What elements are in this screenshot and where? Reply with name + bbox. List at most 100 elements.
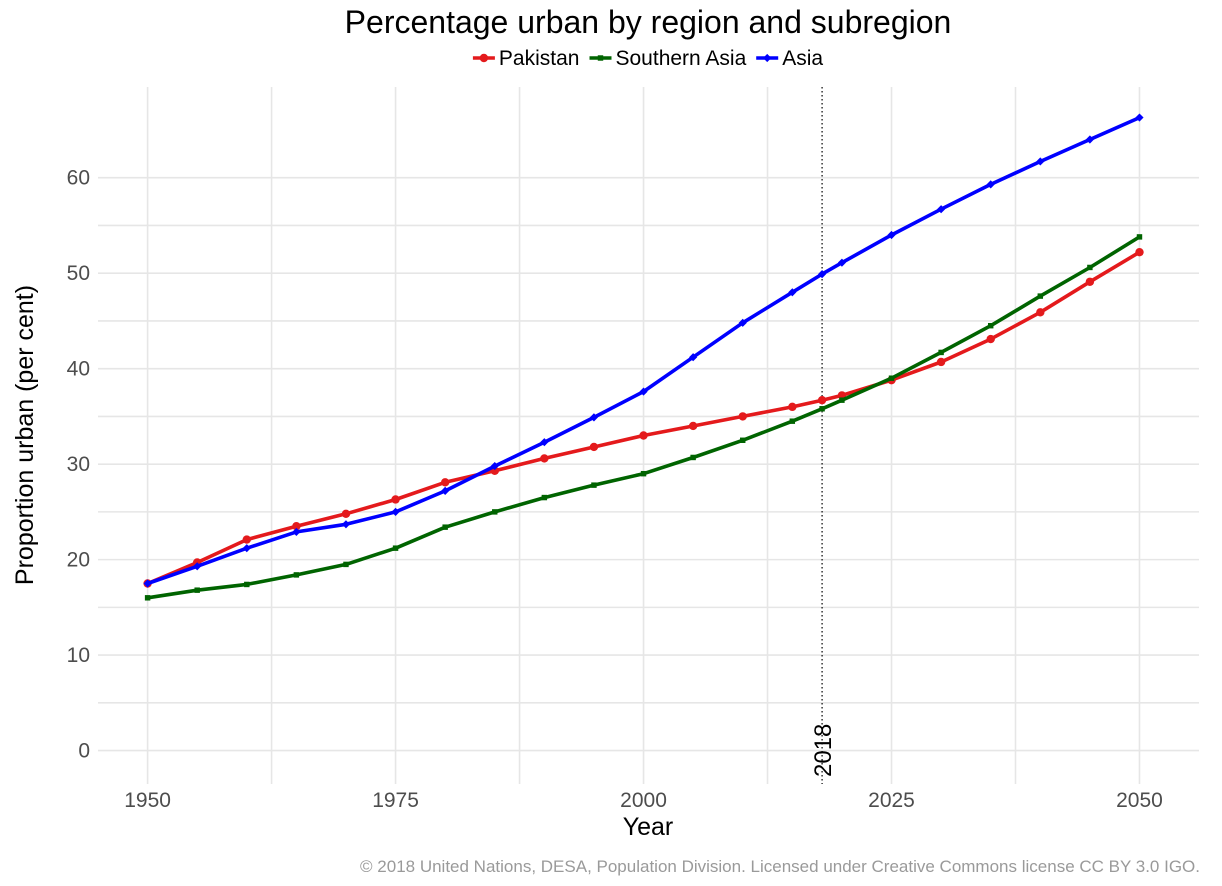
data-point-southern-asia — [492, 509, 498, 515]
series-line-asia — [145, 115, 1142, 586]
data-point-asia — [986, 180, 995, 189]
data-point-asia — [1135, 113, 1144, 122]
series-line-pakistan — [145, 250, 1142, 586]
data-point-pakistan — [1036, 308, 1045, 317]
data-point-pakistan — [986, 334, 995, 344]
legend-label: Asia — [782, 47, 823, 70]
series-line-southern-asia — [145, 235, 1142, 600]
plot-area: 2018 — [98, 87, 1199, 784]
data-point-asia — [341, 520, 351, 529]
data-point-southern-asia — [194, 587, 200, 593]
x-tick-label: 1975 — [372, 789, 419, 812]
legend-key-marker — [763, 53, 772, 63]
data-point-asia — [1085, 135, 1094, 144]
data-point-asia — [292, 527, 301, 537]
data-point-southern-asia — [640, 470, 647, 477]
data-point-asia — [589, 413, 599, 422]
data-point-pakistan — [1135, 247, 1144, 257]
data-point-pakistan — [788, 402, 797, 412]
data-point-asia — [242, 544, 251, 553]
series-asia — [143, 113, 1144, 588]
data-point-pakistan — [817, 395, 827, 405]
y-tick-label: 50 — [67, 262, 90, 285]
legend-label: Southern Asia — [616, 47, 747, 70]
y-axis-ticks: 0 10 20 30 40 50 60 — [67, 167, 90, 763]
legend: Pakistan Southern Asia Asia — [472, 47, 823, 70]
x-tick-label: 2025 — [868, 789, 915, 812]
data-point-asia — [837, 258, 846, 267]
data-point-southern-asia — [541, 494, 548, 501]
data-point-southern-asia — [987, 322, 994, 329]
y-tick-label: 20 — [67, 549, 90, 572]
data-point-pakistan — [1085, 277, 1095, 286]
data-point-southern-asia — [343, 561, 349, 568]
data-point-asia — [738, 318, 747, 327]
y-tick-label: 40 — [67, 358, 90, 381]
data-point-southern-asia — [144, 595, 151, 601]
data-point-pakistan — [589, 442, 599, 452]
legend-label: Pakistan — [499, 47, 580, 70]
data-point-asia — [490, 461, 499, 471]
data-point-southern-asia — [293, 572, 300, 578]
data-point-pakistan — [936, 357, 946, 367]
data-point-asia — [391, 507, 400, 516]
data-point-pakistan — [341, 509, 351, 518]
y-tick-label: 60 — [67, 167, 90, 190]
series-southern-asia — [144, 234, 1143, 601]
data-point-asia — [441, 486, 450, 495]
data-point-pakistan — [292, 522, 301, 531]
legend-key-marker — [597, 55, 604, 61]
data-point-asia — [818, 270, 827, 279]
data-point-asia — [143, 579, 152, 588]
data-point-pakistan — [540, 454, 549, 463]
data-point-asia — [689, 353, 698, 362]
data-point-asia — [193, 562, 202, 571]
data-point-asia — [1036, 157, 1045, 166]
data-point-southern-asia — [1136, 234, 1143, 240]
data-point-southern-asia — [442, 524, 448, 530]
y-tick-label: 0 — [78, 740, 90, 763]
data-point-pakistan — [738, 412, 747, 421]
legend-item-southern-asia: Southern Asia — [589, 47, 747, 70]
copyright-caption: © 2018 United Nations, DESA, Population … — [360, 857, 1200, 876]
data-point-pakistan — [440, 478, 450, 487]
data-point-southern-asia — [789, 418, 796, 424]
data-point-pakistan — [242, 535, 251, 544]
data-point-asia — [887, 230, 896, 240]
data-point-pakistan — [639, 431, 648, 440]
data-point-pakistan — [391, 495, 400, 504]
legend-key-marker — [479, 53, 489, 63]
reference-line-group: 2018 — [810, 87, 837, 784]
legend-item-pakistan: Pakistan — [472, 47, 580, 70]
x-tick-label: 2050 — [1116, 789, 1163, 812]
x-axis-ticks: 1950 1975 2000 2025 2050 — [124, 789, 1163, 812]
legend-item-asia: Asia — [756, 47, 823, 70]
x-tick-label: 2000 — [620, 789, 667, 812]
x-tick-label: 1950 — [124, 789, 171, 812]
data-point-asia — [788, 288, 797, 297]
data-point-southern-asia — [888, 375, 895, 381]
chart-title: Percentage urban by region and subregion — [345, 4, 952, 40]
data-point-southern-asia — [244, 581, 250, 588]
data-point-southern-asia — [839, 397, 845, 403]
data-point-southern-asia — [1037, 293, 1044, 299]
grid — [98, 87, 1199, 784]
data-point-southern-asia — [819, 406, 825, 412]
y-axis-title: Proportion urban (per cent) — [11, 285, 39, 585]
data-point-asia — [937, 205, 946, 214]
data-point-asia — [639, 387, 648, 396]
series-group — [143, 113, 1144, 601]
x-axis-title: Year — [623, 813, 674, 841]
reference-line-label: 2018 — [810, 724, 837, 777]
data-point-southern-asia — [938, 349, 944, 356]
data-point-southern-asia — [392, 545, 399, 551]
data-point-asia — [540, 438, 549, 447]
data-point-southern-asia — [591, 482, 597, 488]
data-point-southern-asia — [1087, 264, 1093, 271]
data-point-southern-asia — [740, 437, 746, 443]
data-point-pakistan — [688, 421, 698, 431]
y-tick-label: 30 — [67, 453, 90, 476]
y-tick-label: 10 — [67, 644, 90, 667]
data-point-southern-asia — [690, 454, 696, 461]
